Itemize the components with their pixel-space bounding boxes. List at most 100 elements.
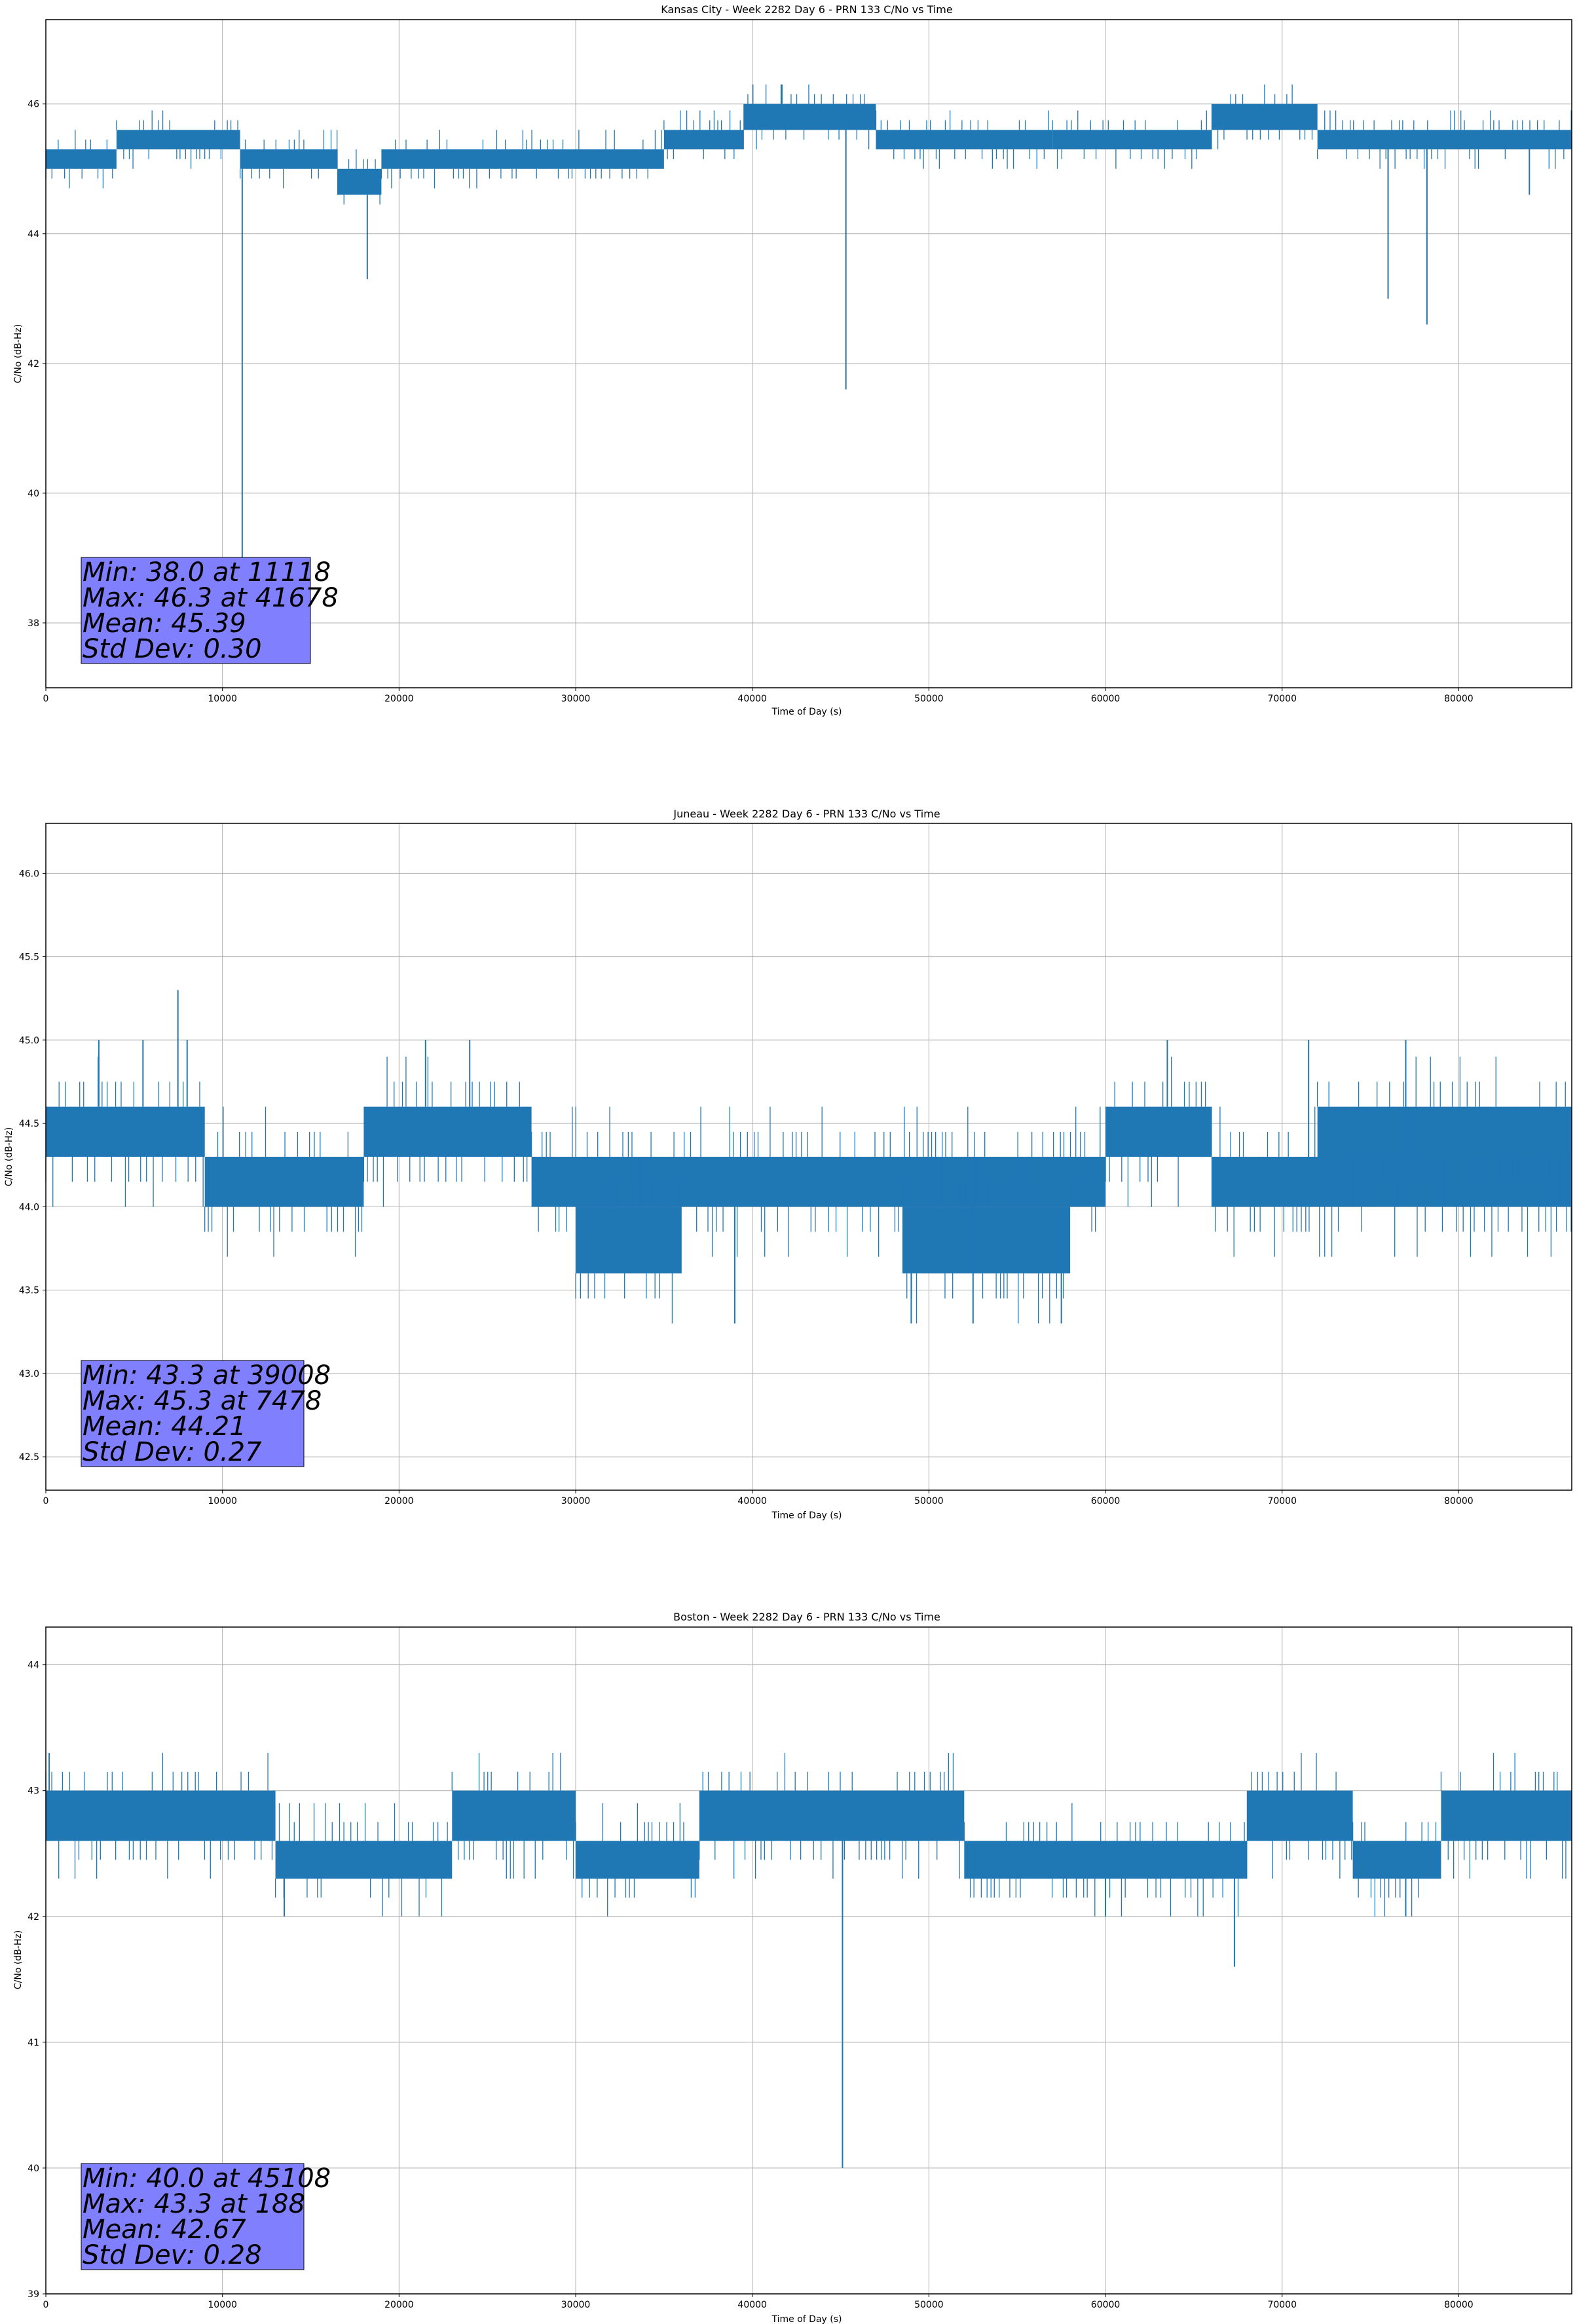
cno-band	[531, 1157, 1106, 1207]
axis-ticks: 0 10000 20000 30000 40000 50000 60000 70000 8000…	[28, 100, 1474, 704]
stats-box-background	[81, 557, 311, 664]
y-tick-label: 45.5	[19, 952, 39, 963]
x-tick-label: 80000	[1444, 2300, 1474, 2310]
cno-band	[381, 149, 664, 169]
x-tick-label: 20000	[384, 1496, 414, 1507]
x-tick-label: 50000	[914, 694, 944, 704]
cno-band	[46, 1790, 276, 1841]
cno-band	[576, 1841, 699, 1879]
x-tick-label: 60000	[1091, 1496, 1121, 1507]
stats-std: Std Dev: 0.27	[83, 1437, 262, 1467]
cno-band	[743, 103, 876, 130]
cno-band	[204, 1157, 364, 1207]
stats-std: Std Dev: 0.28	[83, 2240, 262, 2270]
axis-ticks: 0 10000 20000 30000 40000 50000 60000 70000 8000…	[28, 1660, 1474, 2310]
cno-band	[1441, 1790, 1572, 1841]
x-tick-label: 10000	[208, 2300, 237, 2310]
x-tick-label: 70000	[1267, 1496, 1297, 1507]
y-tick-label: 41	[28, 2038, 39, 2048]
cno-band	[275, 1841, 453, 1879]
y-tick-label: 46	[28, 100, 39, 110]
axis-ticks: 0 10000 20000 30000 40000 50000 60000 70000 8000…	[19, 869, 1474, 1507]
x-tick-label: 80000	[1444, 1496, 1474, 1507]
x-tick-label: 0	[43, 2300, 49, 2310]
cno-band	[116, 130, 240, 150]
cno-band	[876, 130, 1053, 150]
plot-title: Boston - Week 2282 Day 6 - PRN 133 C/No …	[673, 1611, 940, 1623]
x-axis-label: Time of Day (s)	[771, 2314, 842, 2324]
y-tick-label: 42	[28, 1912, 39, 1922]
x-tick-label: 30000	[561, 694, 591, 704]
x-tick-label: 50000	[914, 2300, 944, 2310]
stats-std: Std Dev: 0.30	[83, 634, 262, 664]
stats-box: Min: 38.0 at 11118 Max: 46.3 at 41678 Me…	[81, 557, 339, 664]
panel-boston: Boston - Week 2282 Day 6 - PRN 133 C/No …	[13, 1611, 1572, 2324]
x-tick-label: 10000	[208, 694, 237, 704]
y-tick-label: 38	[28, 618, 39, 629]
panel-juneau: Juneau - Week 2282 Day 6 - PRN 133 C/No …	[4, 808, 1572, 1521]
y-tick-label: 44	[28, 229, 39, 240]
stats-mean: Mean: 42.67	[83, 2215, 246, 2245]
y-tick-label: 40	[28, 489, 39, 499]
x-axis-label: Time of Day (s)	[771, 1510, 842, 1521]
cno-band	[240, 149, 337, 169]
stats-max: Max: 43.3 at 188	[83, 2189, 305, 2219]
y-tick-label: 43	[28, 1786, 39, 1797]
stats-max: Max: 46.3 at 41678	[83, 583, 339, 613]
stats-min: Min: 40.0 at 45108	[83, 2164, 331, 2194]
x-tick-label: 20000	[384, 694, 414, 704]
data-series	[45, 1753, 1572, 2168]
stats-min: Min: 43.3 at 39008	[83, 1360, 331, 1391]
x-tick-label: 20000	[384, 2300, 414, 2310]
cno-band	[452, 1790, 576, 1841]
plot-title: Juneau - Week 2282 Day 6 - PRN 133 C/No …	[673, 808, 940, 820]
stats-box: Min: 43.3 at 39008 Max: 45.3 at 7478 Mea…	[81, 1360, 331, 1467]
y-tick-label: 42	[28, 359, 39, 369]
plot-title: Kansas City - Week 2282 Day 6 - PRN 133 …	[661, 3, 952, 16]
cno-band	[576, 1207, 682, 1274]
y-tick-label: 44.0	[19, 1202, 39, 1212]
cno-band	[363, 1106, 532, 1157]
stats-box-background	[81, 1360, 305, 1467]
x-tick-label: 60000	[1091, 694, 1121, 704]
cno-band	[46, 149, 117, 169]
axes-frame	[45, 823, 1572, 1491]
cno-band	[1246, 1790, 1353, 1841]
cno-band	[1352, 1841, 1441, 1879]
y-axis-label: C/No (dB-Hz)	[13, 1930, 24, 1989]
x-tick-label: 40000	[737, 1496, 767, 1507]
y-tick-label: 44	[28, 1660, 39, 1671]
cno-band	[46, 1106, 205, 1157]
stats-min: Min: 38.0 at 11118	[83, 557, 331, 588]
cno-band	[1317, 1106, 1572, 1157]
stats-box: Min: 40.0 at 45108 Max: 43.3 at 188 Mean…	[81, 2163, 331, 2270]
y-tick-label: 46.0	[19, 869, 39, 879]
x-axis-label: Time of Day (s)	[771, 707, 842, 717]
x-tick-label: 70000	[1267, 694, 1297, 704]
x-tick-label: 80000	[1444, 694, 1474, 704]
panel-kansas-city: Kansas City - Week 2282 Day 6 - PRN 133 …	[13, 3, 1572, 717]
x-tick-label: 60000	[1091, 2300, 1121, 2310]
y-tick-label: 39	[28, 2289, 39, 2300]
y-tick-label: 44.5	[19, 1119, 39, 1129]
x-tick-label: 70000	[1267, 2300, 1297, 2310]
cno-band	[1211, 1157, 1572, 1207]
x-tick-label: 0	[43, 1496, 49, 1507]
axes-frame	[45, 19, 1572, 688]
cno-band	[902, 1207, 1071, 1274]
y-tick-label: 42.5	[19, 1452, 39, 1463]
y-tick-label: 43.5	[19, 1286, 39, 1296]
stats-mean: Mean: 45.39	[83, 609, 246, 639]
y-axis-label: C/No (dB-Hz)	[4, 1127, 14, 1186]
x-tick-label: 10000	[208, 1496, 237, 1507]
cno-band	[663, 130, 744, 150]
cno-band	[699, 1790, 965, 1841]
cno-band	[1105, 1106, 1212, 1157]
stats-box-background	[81, 2163, 305, 2270]
x-tick-label: 30000	[561, 1496, 591, 1507]
stats-max: Max: 45.3 at 7478	[83, 1386, 322, 1416]
cno-band	[1052, 130, 1212, 150]
cno-band	[1211, 103, 1318, 130]
y-tick-label: 45.0	[19, 1036, 39, 1046]
